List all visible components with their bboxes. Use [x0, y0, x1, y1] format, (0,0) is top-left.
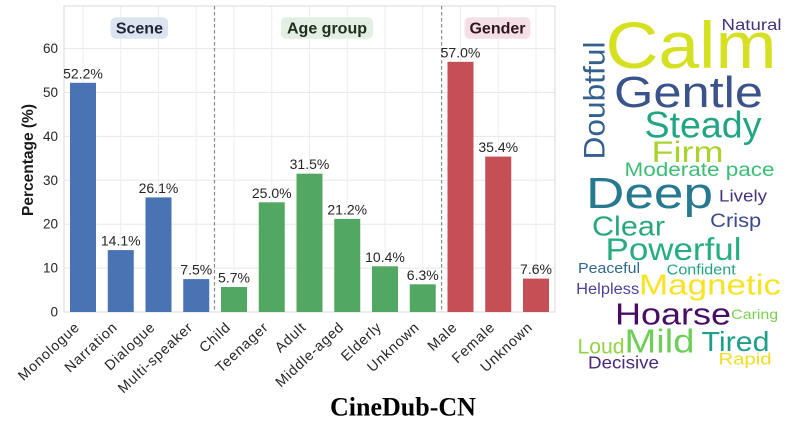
svg-text:CineDub-CN: CineDub-CN — [330, 393, 476, 422]
svg-text:0: 0 — [50, 305, 58, 320]
svg-text:Confident: Confident — [667, 263, 736, 279]
svg-text:7.5%: 7.5% — [180, 262, 212, 278]
svg-text:52.2%: 52.2% — [63, 65, 103, 81]
svg-text:Tired: Tired — [702, 326, 770, 357]
svg-text:Loud: Loud — [578, 336, 625, 359]
svg-text:50: 50 — [43, 85, 58, 100]
svg-text:5.7%: 5.7% — [218, 270, 250, 286]
svg-text:Hoarse: Hoarse — [615, 297, 731, 332]
svg-text:Powerful: Powerful — [606, 231, 742, 267]
svg-text:Caring: Caring — [731, 306, 778, 322]
svg-text:31.5%: 31.5% — [290, 156, 330, 172]
svg-text:Rapid: Rapid — [719, 351, 772, 369]
svg-text:26.1%: 26.1% — [139, 180, 179, 196]
svg-text:6.3%: 6.3% — [407, 267, 439, 283]
svg-text:25.0%: 25.0% — [252, 185, 292, 201]
svg-text:7.6%: 7.6% — [520, 261, 552, 277]
svg-text:Gender: Gender — [469, 20, 525, 37]
svg-text:14.1%: 14.1% — [101, 233, 141, 249]
svg-text:Mild: Mild — [625, 323, 695, 360]
svg-text:Deep: Deep — [586, 169, 713, 218]
svg-text:Scene: Scene — [116, 20, 163, 37]
svg-text:Clear: Clear — [592, 211, 665, 242]
svg-text:30: 30 — [43, 173, 58, 188]
svg-text:20: 20 — [43, 217, 58, 232]
svg-text:Natural: Natural — [722, 17, 782, 34]
svg-text:Gentle: Gentle — [614, 68, 763, 117]
svg-text:Firm: Firm — [652, 136, 724, 169]
svg-text:40: 40 — [43, 129, 58, 144]
svg-text:Helpless: Helpless — [576, 281, 639, 298]
svg-text:Crisp: Crisp — [710, 210, 761, 232]
svg-text:35.4%: 35.4% — [478, 139, 518, 155]
svg-text:Lively: Lively — [719, 188, 768, 206]
svg-text:60: 60 — [43, 41, 58, 56]
svg-text:Percentage (%): Percentage (%) — [20, 104, 37, 216]
svg-text:Peaceful: Peaceful — [578, 261, 640, 277]
svg-text:Calm: Calm — [606, 8, 777, 82]
svg-text:10.4%: 10.4% — [365, 249, 405, 265]
svg-text:10: 10 — [43, 261, 58, 276]
svg-text:Decisive: Decisive — [588, 353, 659, 373]
svg-text:57.0%: 57.0% — [441, 44, 481, 60]
svg-text:Doubtful: Doubtful — [579, 42, 612, 160]
svg-text:Moderate pace: Moderate pace — [625, 159, 775, 181]
svg-text:Magnetic: Magnetic — [639, 270, 781, 302]
svg-text:Age group: Age group — [287, 20, 367, 37]
svg-text:21.2%: 21.2% — [327, 201, 367, 217]
svg-text:Steady: Steady — [645, 104, 762, 145]
